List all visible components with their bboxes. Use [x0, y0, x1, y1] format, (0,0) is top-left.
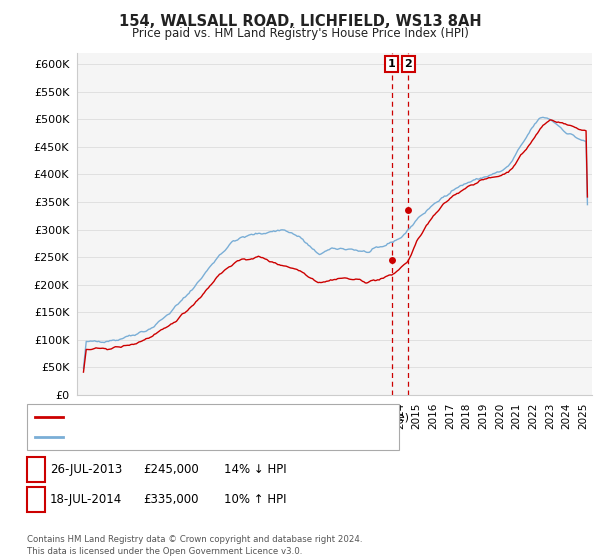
Text: 2: 2 [404, 59, 412, 69]
Text: HPI: Average price, detached house, Lichfield: HPI: Average price, detached house, Lich… [68, 432, 316, 442]
Text: 10% ↑ HPI: 10% ↑ HPI [224, 493, 286, 506]
Text: 1: 1 [32, 463, 40, 476]
Text: 14% ↓ HPI: 14% ↓ HPI [224, 463, 286, 476]
Text: Contains HM Land Registry data © Crown copyright and database right 2024.
This d: Contains HM Land Registry data © Crown c… [27, 535, 362, 556]
Text: 2: 2 [32, 493, 40, 506]
Text: £335,000: £335,000 [143, 493, 198, 506]
Text: 154, WALSALL ROAD, LICHFIELD, WS13 8AH: 154, WALSALL ROAD, LICHFIELD, WS13 8AH [119, 14, 481, 29]
Text: Price paid vs. HM Land Registry's House Price Index (HPI): Price paid vs. HM Land Registry's House … [131, 27, 469, 40]
Text: £245,000: £245,000 [143, 463, 199, 476]
Text: 1: 1 [388, 59, 395, 69]
Text: 26-JUL-2013: 26-JUL-2013 [50, 463, 122, 476]
Text: 18-JUL-2014: 18-JUL-2014 [50, 493, 122, 506]
Text: 154, WALSALL ROAD, LICHFIELD, WS13 8AH (detached house): 154, WALSALL ROAD, LICHFIELD, WS13 8AH (… [68, 412, 409, 422]
